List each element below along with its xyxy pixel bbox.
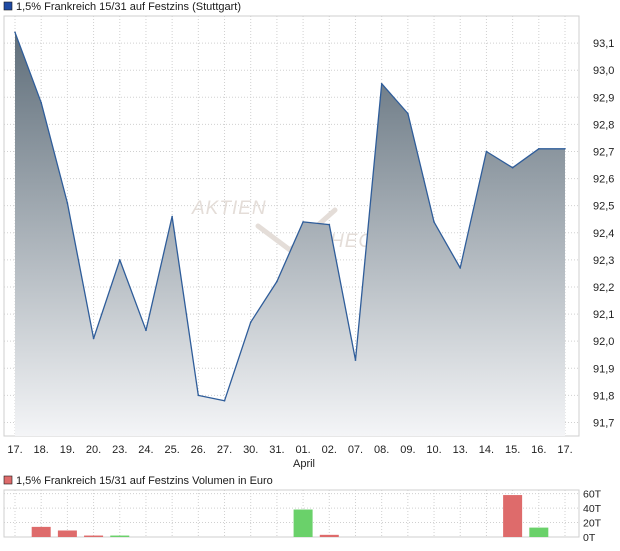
main-y-tick-label: 92,1 bbox=[593, 309, 614, 321]
x-tick-label: 02. bbox=[322, 444, 337, 456]
price-point bbox=[485, 150, 488, 153]
x-tick-label: 13. bbox=[453, 444, 468, 456]
legend-label-price: 1,5% Frankreich 15/31 auf Festzins (Stut… bbox=[16, 1, 241, 13]
main-y-tick-label: 92,6 bbox=[593, 174, 614, 186]
main-y-tick-label: 92,7 bbox=[593, 146, 614, 158]
price-point bbox=[407, 112, 409, 115]
price-point bbox=[249, 321, 252, 323]
price-point bbox=[66, 202, 69, 204]
main-y-tick-label: 91,7 bbox=[593, 417, 614, 429]
watermark-logo: AKTIEN HEC bbox=[191, 198, 373, 254]
x-tick-label: 20. bbox=[86, 444, 101, 456]
main-y-tick-label: 92,9 bbox=[593, 92, 614, 104]
x-tick-label: 01. bbox=[295, 444, 310, 456]
volume-bar bbox=[319, 534, 339, 537]
x-tick-label: 31. bbox=[269, 444, 284, 456]
volume-y-axis: 0T 20T 40T 60T bbox=[583, 489, 602, 544]
volume-bar bbox=[110, 535, 130, 537]
main-y-tick-label: 92,0 bbox=[593, 336, 614, 348]
main-y-axis: 91,7 91,8 91,9 92,0 92,1 92,2 92,3 92,4 92,5 92,6… bbox=[593, 38, 614, 429]
x-tick-label: 14. bbox=[479, 444, 494, 456]
x-tick-label: 26. bbox=[191, 444, 206, 456]
main-y-tick-label: 93,1 bbox=[593, 38, 614, 50]
price-point bbox=[564, 147, 566, 150]
price-point bbox=[538, 147, 540, 150]
price-area-fill bbox=[15, 32, 565, 437]
x-tick-label: 08. bbox=[374, 444, 389, 456]
main-y-tick-label: 91,9 bbox=[593, 363, 614, 375]
price-point bbox=[145, 329, 147, 332]
main-y-tick-label: 92,8 bbox=[593, 119, 614, 131]
price-series-line bbox=[14, 32, 565, 402]
x-tick-label: 07. bbox=[348, 444, 363, 456]
watermark-text-2: HEC bbox=[330, 231, 373, 252]
main-y-tick-label: 92,4 bbox=[593, 228, 614, 240]
volume-y-tick-label: 20T bbox=[583, 518, 602, 530]
x-tick-label: 30. bbox=[243, 444, 258, 456]
volume-bar bbox=[31, 526, 51, 537]
x-tick-label: 17. bbox=[7, 444, 22, 456]
price-point bbox=[40, 101, 42, 104]
price-point bbox=[223, 399, 226, 402]
watermark-text-1: AKTIEN bbox=[191, 198, 267, 219]
price-point bbox=[276, 280, 278, 283]
legend-swatch-volume bbox=[3, 475, 13, 485]
volume-y-tick-label: 60T bbox=[583, 489, 602, 501]
volume-plot-frame bbox=[3, 489, 580, 538]
volume-y-tick-label: 40T bbox=[583, 503, 602, 515]
x-tick-label: 23. bbox=[112, 444, 127, 456]
price-point bbox=[302, 221, 304, 223]
x-month-label: April bbox=[293, 458, 315, 470]
x-tick-label: 15. bbox=[505, 444, 520, 456]
price-point bbox=[197, 394, 200, 397]
x-tick-label: 10. bbox=[426, 444, 441, 456]
price-point bbox=[171, 215, 173, 218]
main-y-tick-label: 92,3 bbox=[593, 255, 614, 267]
volume-bar bbox=[529, 527, 549, 537]
volume-bar bbox=[57, 530, 77, 537]
x-tick-label: 16. bbox=[531, 444, 546, 456]
main-area-layer bbox=[14, 31, 566, 437]
price-point bbox=[14, 31, 16, 34]
volume-bar bbox=[84, 535, 104, 537]
volume-bar bbox=[293, 509, 313, 537]
price-point bbox=[511, 166, 514, 169]
main-y-tick-label: 92,2 bbox=[593, 282, 614, 294]
price-point bbox=[118, 259, 121, 261]
volume-bar bbox=[503, 495, 523, 537]
main-y-tick-label: 93,0 bbox=[593, 65, 614, 77]
price-point bbox=[328, 223, 331, 226]
x-tick-label: 09. bbox=[400, 444, 415, 456]
main-x-axis: 17. 18. 19. 20. 23. 24. 25. 26. 27. 30. 31. 01. 02. 0… bbox=[7, 444, 572, 456]
price-point bbox=[92, 337, 95, 340]
x-tick-label: 19. bbox=[60, 444, 75, 456]
volume-grid bbox=[4, 490, 579, 537]
main-y-tick-label: 92,5 bbox=[593, 201, 614, 213]
legend-swatch-price bbox=[3, 1, 13, 11]
price-point bbox=[354, 359, 357, 361]
x-tick-label: 27. bbox=[217, 444, 232, 456]
main-y-tick-label: 91,8 bbox=[593, 390, 614, 402]
volume-bars bbox=[31, 495, 549, 537]
legend-label-volume: 1,5% Frankreich 15/31 auf Festzins Volum… bbox=[16, 475, 273, 487]
x-tick-label: 18. bbox=[34, 444, 49, 456]
x-tick-label: 17. bbox=[557, 444, 572, 456]
x-tick-label: 24. bbox=[138, 444, 153, 456]
x-tick-label: 25. bbox=[164, 444, 179, 456]
volume-y-tick-label: 0T bbox=[583, 532, 596, 544]
price-point bbox=[459, 267, 462, 269]
price-point bbox=[380, 82, 383, 85]
price-point bbox=[433, 221, 435, 223]
